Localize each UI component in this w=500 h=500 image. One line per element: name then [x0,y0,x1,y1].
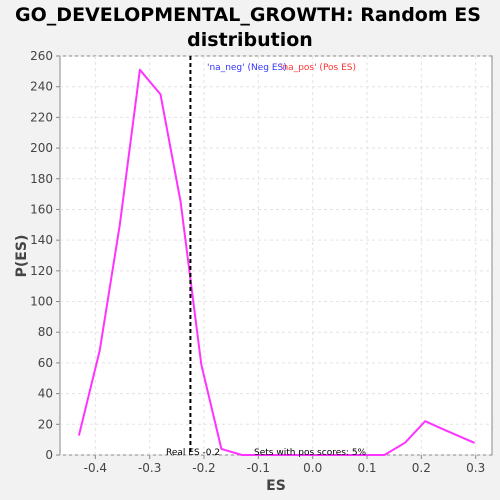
y-tick-label: 20 [38,417,53,431]
data-point [98,349,101,352]
data-point [445,429,447,432]
x-tick-label: 0.1 [357,461,376,475]
y-tick-label: 160 [30,202,53,216]
real-es-label: Real ES -0.2 [166,448,220,458]
grid [60,55,492,456]
data-point [118,224,121,226]
axis-ticks: 0 20 40 60 80 100 120 140 160 180 200 220 240 260 -0.4… [30,49,485,475]
x-tick-label: -0.2 [192,461,215,475]
y-tick-label: 260 [30,49,53,63]
y-tick-label: 60 [38,356,53,370]
y-tick-label: 140 [30,233,53,247]
data-point [383,454,386,456]
data-point [363,454,366,456]
legend-pos-label: 'na_pos' (Pos ES) [280,63,356,73]
series-line [78,68,475,456]
y-tick-label: 240 [30,80,53,94]
y-tick-label: 100 [30,295,53,309]
data-point [281,454,284,456]
y-tick-label: 0 [45,448,53,462]
data-point [78,434,80,436]
data-point [179,200,182,203]
chart-title-line1: GO_DEVELOPMENTAL_GROWTH: Random ES [15,4,481,26]
x-tick-label: -0.3 [138,461,161,475]
data-point [342,454,345,456]
data-point [139,69,141,71]
data-point [404,441,406,444]
y-tick-label: 180 [30,172,53,186]
data-point [302,454,304,456]
data-point [220,448,223,450]
x-tick-label: 0.2 [412,461,431,475]
data-point [159,93,162,96]
data-point [261,454,263,456]
y-tick-label: 220 [30,110,53,124]
data-point [200,363,203,366]
x-tick-label: -0.1 [247,461,270,475]
y-tick-label: 80 [38,325,53,339]
x-tick-label: -0.4 [84,461,107,475]
data-point [424,420,426,423]
x-axis-title: ES [266,478,286,494]
data-point [241,454,243,456]
series-layer [78,68,475,456]
y-tick-label: 120 [30,264,53,278]
legend-neg-label: 'na_neg' (Neg ES) [207,63,287,73]
chart-title-line2: distribution [187,29,313,51]
x-tick-label: 0.0 [303,461,322,475]
pos-scores-label: Sets with pos scores: 5% [254,448,367,458]
y-axis-title: P(ES) [14,235,30,278]
plot-area [59,55,493,456]
data-point [322,454,325,456]
y-tick-label: 200 [30,141,53,155]
y-tick-label: 40 [38,387,53,401]
data-point [473,441,475,444]
x-tick-label: 0.3 [466,461,485,475]
